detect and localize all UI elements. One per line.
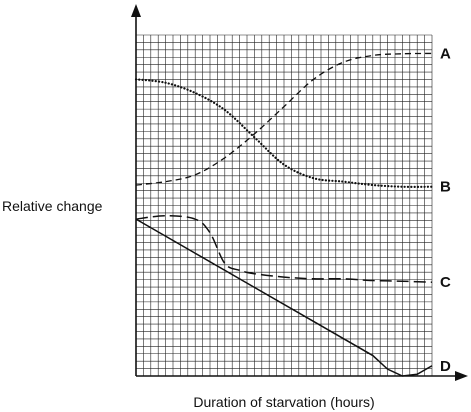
grid bbox=[135, 34, 433, 377]
series-label-b: B bbox=[440, 179, 451, 196]
series-line-d bbox=[135, 218, 433, 377]
series-label-d: D bbox=[440, 358, 451, 375]
series-labels: A B C D bbox=[440, 45, 451, 374]
x-axis-title: Duration of starvation (hours) bbox=[193, 394, 374, 410]
series-group bbox=[134, 52, 434, 377]
series-label-a: A bbox=[440, 45, 451, 62]
series-label-c: C bbox=[440, 274, 451, 291]
x-axis-arrow bbox=[455, 371, 468, 381]
series-line-b bbox=[134, 78, 434, 188]
y-axis-title: Relative change bbox=[2, 198, 103, 214]
series-line-a bbox=[135, 52, 433, 186]
y-axis-arrow bbox=[131, 4, 141, 17]
series-line-c bbox=[135, 214, 433, 283]
